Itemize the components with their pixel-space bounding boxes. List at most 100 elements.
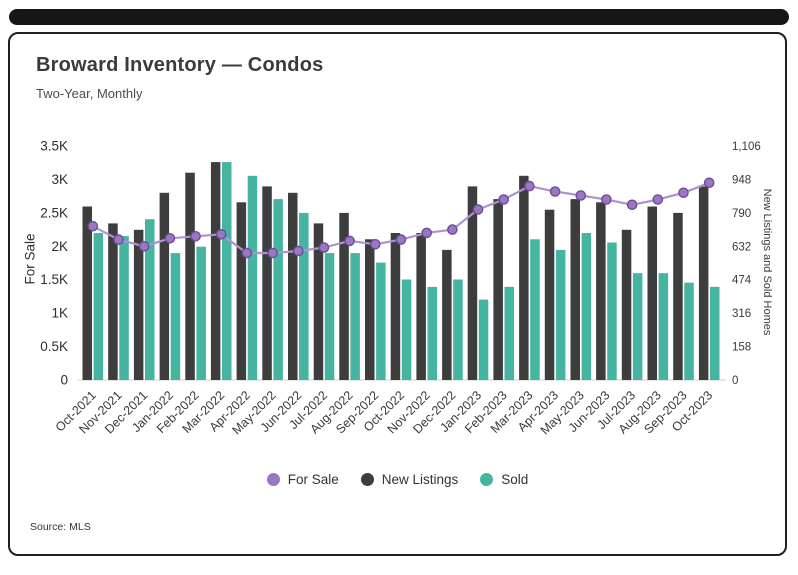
source-note: Source: MLS [30,521,91,533]
bar-sold [684,282,694,380]
right-axis-tick: 158 [732,342,751,354]
right-axis-tick: 0 [732,375,738,387]
legend-swatch-sold [480,473,494,486]
bar-new-listings [493,199,503,380]
legend-swatch-for-sale [266,473,280,486]
legend: For Sale New Listings Sold [10,472,785,487]
left-axis-tick: 0.5K [40,339,68,354]
bar-new-listings [133,229,144,380]
bar-new-listings [313,223,324,380]
for-sale-marker [524,180,535,192]
for-sale-marker [703,177,715,189]
left-axis-tick: 2K [51,239,68,254]
bar-sold [196,246,206,380]
bar-sold [427,286,437,380]
bar-new-listings [288,192,298,380]
legend-item-sold[interactable]: Sold [480,472,528,487]
bar-sold [607,242,617,380]
bar-new-listings [108,223,118,380]
for-sale-marker [292,245,304,257]
for-sale-marker [652,194,664,205]
bar-sold [581,233,592,380]
bar-sold [504,286,514,380]
bar-sold [299,212,309,380]
bar-new-listings [416,233,426,380]
bar-new-listings [185,172,195,380]
bar-sold [555,249,566,380]
for-sale-marker [241,247,253,259]
bar-sold [350,253,360,380]
bar-sold [632,273,643,380]
for-sale-marker [678,187,689,199]
for-sale-marker [190,231,201,242]
bar-sold [93,233,104,380]
for-sale-marker [421,227,433,239]
for-sale-marker [395,234,407,245]
legend-label: For Sale [287,472,339,487]
chart-subtitle: Two-Year, Monthly [36,86,143,101]
bar-new-listings [596,202,606,380]
bar-sold [170,253,181,380]
bar-new-listings [339,212,349,380]
top-bar [9,9,789,25]
bar-new-listings [647,206,657,380]
bar-sold [401,279,412,380]
for-sale-marker [267,247,278,259]
bar-new-listings [570,199,580,380]
bar-sold [247,175,258,380]
right-axis-tick: 632 [732,241,751,253]
bar-new-listings [544,209,555,380]
bar-sold [710,286,720,380]
bar-new-listings [390,233,401,380]
for-sale-marker [549,186,561,197]
for-sale-marker [164,233,176,244]
bar-sold [119,236,129,380]
bar-sold [376,262,386,380]
left-axis-tick: 3K [51,172,68,187]
bar-sold [530,239,540,380]
for-sale-marker [369,239,381,250]
bar-sold [658,273,669,380]
for-sale-marker [626,199,638,211]
for-sale-marker [447,224,458,235]
bar-new-listings [159,192,170,380]
for-sale-marker [113,234,124,245]
legend-item-new-listings[interactable]: New Listings [360,472,459,487]
bar-sold [145,219,155,380]
right-axis-tick: 474 [732,275,752,287]
bar-new-listings [467,186,478,380]
bar-sold [324,253,335,380]
bar-new-listings [673,212,683,380]
bar-sold [478,299,489,380]
for-sale-marker [215,229,227,240]
bar-new-listings [210,162,221,380]
legend-label: Sold [501,472,529,487]
legend-label: New Listings [381,472,459,487]
right-axis-tick: 1,106 [732,141,761,153]
chart-svg: 0 0.5K 1K 1.5K 2K 2.5K 3K 3.5K 0 158 316 474 632 790 9… [40,139,761,438]
bar-new-listings [365,239,375,380]
legend-swatch-new-listings [360,473,374,486]
right-axis-tick: 316 [732,308,751,320]
bar-new-listings [698,186,709,380]
chart-title: Broward Inventory — Condos [36,54,324,76]
left-axis-tick: 3.5K [40,139,68,154]
bar-new-listings [442,249,452,380]
for-sale-marker [575,190,587,201]
bar-new-listings [262,186,272,380]
chart-card: Broward Inventory — Condos Two-Year, Mon… [8,32,787,556]
legend-item-for-sale[interactable]: For Sale [266,472,339,487]
for-sale-marker [138,241,150,252]
left-axis-tick: 2.5K [40,205,68,220]
for-sale-marker [87,220,99,232]
left-axis-tick: 1.5K [40,272,68,287]
for-sale-marker [318,242,330,253]
for-sale-marker [344,235,355,247]
for-sale-marker [472,204,484,215]
left-axis-tick: 0 [60,373,68,388]
bar-sold [222,162,232,380]
bar-sold [273,199,283,380]
right-axis-tick: 790 [732,208,751,220]
bar-new-listings [621,229,632,380]
left-axis-tick: 1K [51,306,68,321]
